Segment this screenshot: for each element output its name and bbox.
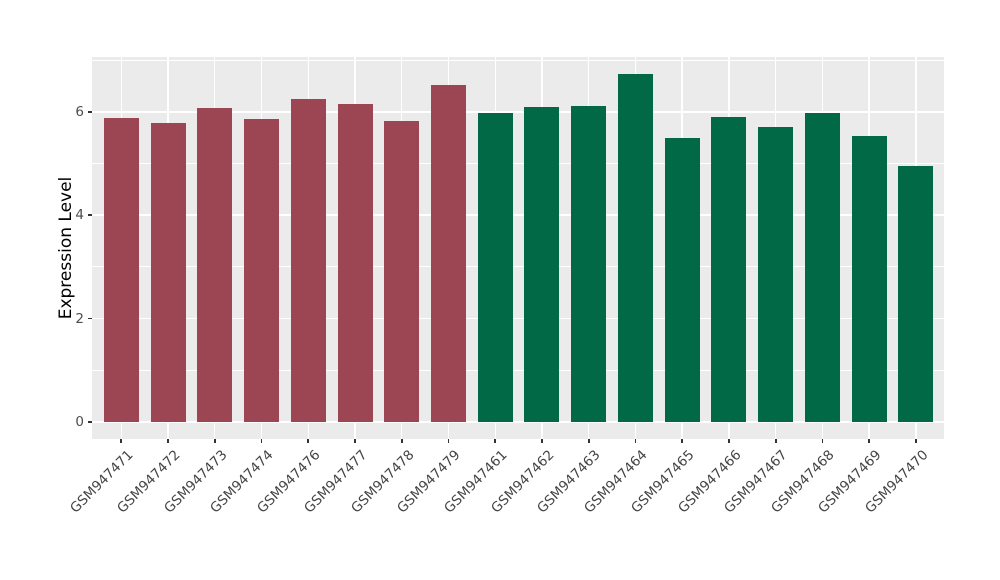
plot-panel bbox=[92, 57, 944, 439]
x-tick-mark bbox=[400, 439, 403, 443]
bar-GSM947479 bbox=[430, 84, 466, 422]
x-tick-mark bbox=[447, 439, 450, 443]
y-tick-label: 4 bbox=[75, 207, 84, 224]
y-tick-mark bbox=[88, 421, 92, 423]
gridline-major bbox=[92, 421, 944, 423]
bar-GSM947478 bbox=[384, 121, 420, 422]
bar-GSM947476 bbox=[290, 99, 326, 422]
x-tick-mark bbox=[774, 439, 777, 443]
gridline-major bbox=[92, 214, 944, 216]
bar-GSM947463 bbox=[571, 106, 607, 422]
gridline-minor bbox=[92, 369, 944, 371]
bar-GSM947470 bbox=[898, 165, 934, 422]
gridline-major bbox=[92, 317, 944, 320]
bar-GSM947473 bbox=[197, 107, 233, 422]
gridline-minor bbox=[92, 163, 944, 164]
y-tick-label: 6 bbox=[75, 103, 84, 120]
bar-GSM947467 bbox=[758, 126, 794, 422]
bar-GSM947477 bbox=[337, 103, 373, 422]
x-tick-mark bbox=[541, 439, 543, 443]
y-axis-title: Expression Level bbox=[56, 176, 76, 320]
y-tick-mark bbox=[88, 317, 92, 320]
bar-GSM947474 bbox=[244, 118, 280, 422]
x-tick-mark bbox=[681, 439, 684, 443]
y-tick-label: 0 bbox=[75, 414, 84, 430]
x-tick-mark bbox=[354, 439, 356, 443]
bar-GSM947472 bbox=[150, 123, 186, 422]
bar-GSM947462 bbox=[524, 106, 560, 422]
x-tick-mark bbox=[260, 439, 263, 443]
x-tick-mark bbox=[120, 439, 123, 443]
bar-GSM947469 bbox=[851, 136, 887, 422]
y-tick-label: 2 bbox=[75, 310, 84, 327]
x-tick-mark bbox=[213, 439, 216, 443]
gridline-major bbox=[92, 111, 944, 113]
x-tick-mark bbox=[868, 439, 871, 443]
bar-GSM947461 bbox=[477, 112, 513, 422]
x-tick-mark bbox=[728, 439, 730, 443]
bar-GSM947471 bbox=[103, 118, 139, 422]
x-tick-mark bbox=[494, 439, 497, 443]
bar-GSM947465 bbox=[664, 137, 700, 422]
gridline-minor bbox=[92, 266, 944, 268]
y-tick-mark bbox=[88, 110, 92, 113]
x-tick-mark bbox=[821, 439, 824, 443]
y-tick-mark bbox=[88, 214, 92, 216]
x-tick-mark bbox=[167, 439, 169, 443]
bar-GSM947468 bbox=[804, 112, 840, 422]
gridline-minor bbox=[92, 59, 944, 61]
x-tick-mark bbox=[307, 439, 310, 443]
bar-GSM947466 bbox=[711, 117, 747, 422]
x-tick-mark bbox=[587, 439, 590, 443]
x-tick-mark bbox=[634, 439, 637, 443]
x-tick-mark bbox=[914, 439, 917, 443]
bar-GSM947464 bbox=[617, 73, 653, 422]
